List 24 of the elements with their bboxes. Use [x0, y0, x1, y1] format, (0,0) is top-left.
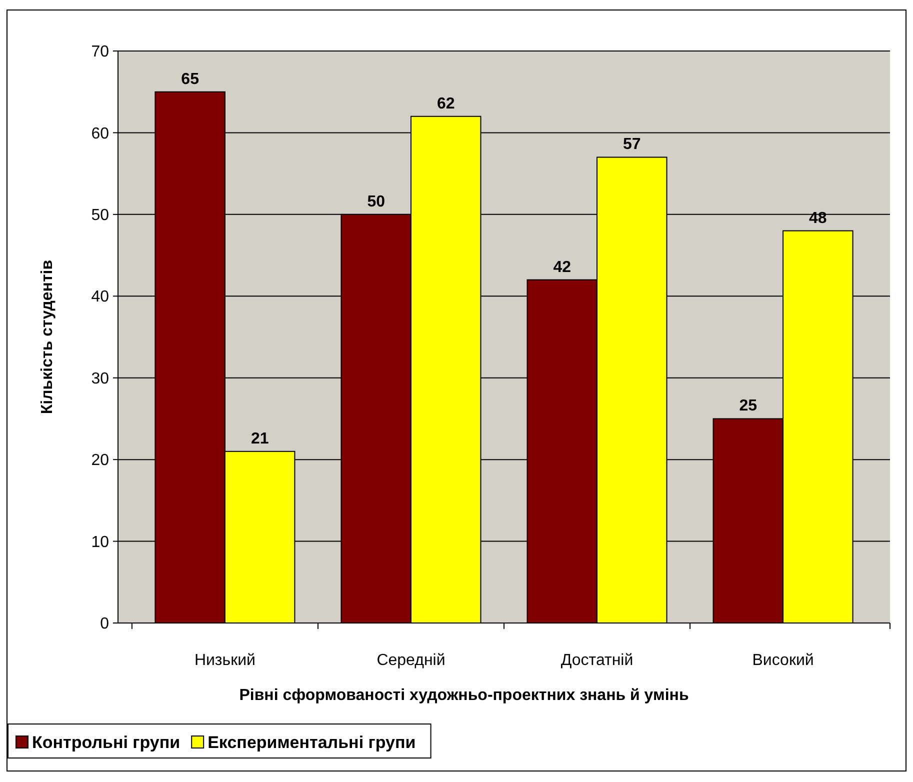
- data-label: 48: [809, 210, 827, 227]
- y-tick-label: 60: [91, 125, 110, 142]
- data-label: 50: [367, 193, 386, 210]
- y-axis-title: Кількість студентiв: [39, 260, 56, 414]
- x-axis-title: Рівні сформованості художньо-проектних знань й умінь: [239, 687, 689, 704]
- data-label: 65: [181, 70, 200, 88]
- x-tick-label: Високий: [752, 652, 814, 669]
- y-tick-label: 70: [91, 44, 110, 61]
- legend-label: Експериментальні групи: [208, 732, 416, 752]
- y-tick-label: 50: [91, 207, 110, 224]
- legend-label: Контрольні групи: [32, 732, 180, 752]
- y-tick-label: 0: [100, 616, 110, 633]
- data-label: 62: [436, 95, 455, 112]
- y-tick-label: 30: [91, 370, 110, 388]
- y-tick-label: 10: [91, 534, 110, 551]
- x-tick-label: Середній: [376, 652, 446, 669]
- data-label: 42: [553, 258, 572, 276]
- x-tick-label: Низький: [194, 652, 256, 669]
- y-tick-label: 20: [91, 452, 110, 470]
- y-tick-label: 40: [91, 288, 110, 306]
- data-label: 25: [739, 398, 758, 415]
- data-label: 57: [622, 136, 641, 154]
- data-label: 21: [250, 430, 269, 448]
- x-tick-label: Достатній: [560, 652, 634, 669]
